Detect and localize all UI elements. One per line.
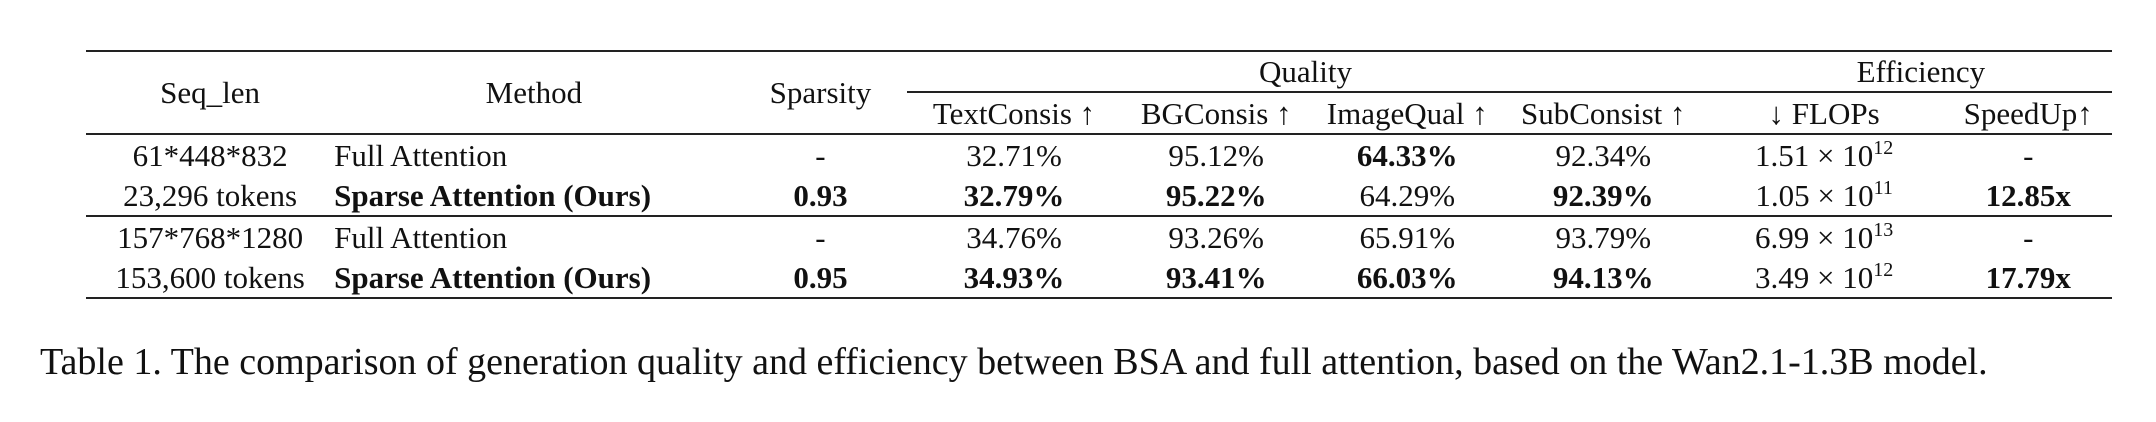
cell-method: Sparse Attention (Ours) [334,177,652,213]
header-speedup: SpeedUp↑ [1963,95,2093,131]
cell-speedup: - [1944,133,2112,175]
header-image-qual: ImageQual ↑ [1326,95,1488,131]
flops-mantissa: 6.99 × 10 [1754,219,1874,255]
results-table: Seq_len Method Sparsity Quality Efficien… [86,50,2112,299]
header-bg-consis: BGConsis ↑ [1140,95,1292,131]
cell-speedup: 17.79x [1944,257,2112,299]
table-caption: Table 1. The comparison of generation qu… [40,341,1988,383]
table-row: 157*768*1280 Full Attention - 34.76% 93.… [86,215,2112,257]
cell-speedup: 12.85x [1985,177,2071,213]
header-quality-group: Quality [907,50,1704,93]
flops-exponent: 12 [1873,258,1894,281]
cell-text-consis: 32.71% [907,133,1121,175]
flops-mantissa: 1.05 × 10 [1755,177,1874,213]
header-efficiency-group: Efficiency [1703,50,2112,93]
flops-exponent: 11 [1873,176,1893,199]
cell-flops: 1.51 × 1012 [1703,133,1945,175]
cell-text-consis: 34.76% [907,215,1121,257]
cell-method: Full Attention [334,133,734,175]
table-row: 23,296 tokens Sparse Attention (Ours) 0.… [86,175,2112,216]
cell-speedup: - [1944,215,2112,257]
cell-bg-consis: 95.12% [1120,133,1312,175]
cell-image-qual: 65.91% [1311,215,1503,257]
cell-sub-consist: 93.79% [1502,215,1704,257]
header-sparsity: Sparsity [733,50,908,134]
cell-image-qual: 64.29% [1359,177,1456,213]
flops-mantissa: 3.49 × 10 [1754,259,1874,295]
cell-image-qual: 64.33% [1311,133,1503,175]
cell-flops: 1.05 × 1011 [1704,175,1945,216]
header-text-consis: TextConsis ↑ [932,95,1096,131]
header-sub-consist: SubConsist ↑ [1521,95,1686,131]
cell-text-consis: 34.93% [907,257,1121,299]
cell-method: Full Attention [334,215,734,257]
cell-sparsity: 0.93 [793,177,848,213]
cell-sparsity: - [733,215,908,257]
cell-bg-consis: 93.41% [1120,257,1312,299]
cell-flops: 6.99 × 1013 [1703,215,1945,257]
cell-seq-len: 61*448*832 [86,133,335,175]
cell-seq-len: 23,296 tokens [123,177,298,213]
cell-sparsity: - [733,133,908,175]
cell-sub-consist: 92.39% [1552,177,1654,213]
flops-mantissa: 1.51 × 10 [1754,137,1874,173]
header-flops: ↓ FLOPs [1768,95,1880,131]
cell-sparsity: 0.95 [733,257,908,299]
header-method: Method [334,50,734,134]
cell-bg-consis: 95.22% [1165,177,1267,213]
cell-sub-consist: 92.34% [1502,133,1704,175]
table-row: 61*448*832 Full Attention - 32.71% 95.12… [86,133,2112,175]
cell-seq-len: 153,600 tokens [86,257,335,299]
cell-sub-consist: 94.13% [1502,257,1704,299]
flops-exponent: 13 [1873,218,1894,241]
cell-text-consis: 32.79% [963,177,1065,213]
header-seq-len: Seq_len [86,50,335,134]
cell-seq-len: 157*768*1280 [86,215,335,257]
cell-image-qual: 66.03% [1311,257,1503,299]
table-row: 153,600 tokens Sparse Attention (Ours) 0… [86,257,2112,299]
cell-flops: 3.49 × 1012 [1703,257,1945,299]
flops-exponent: 12 [1873,136,1894,159]
cell-bg-consis: 93.26% [1120,215,1312,257]
cell-method: Sparse Attention (Ours) [334,257,734,299]
